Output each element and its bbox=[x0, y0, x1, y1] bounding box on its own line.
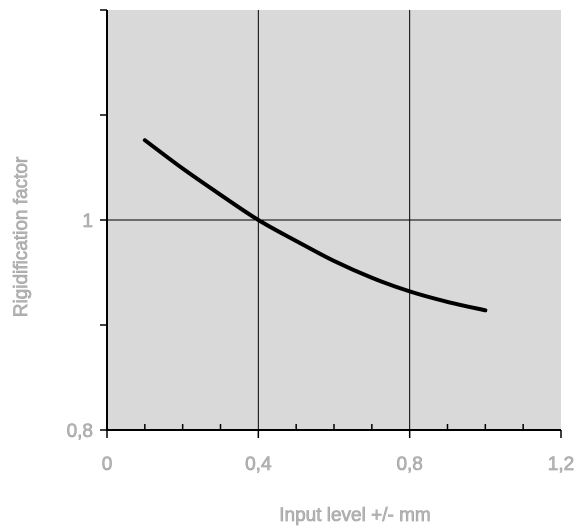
y-tick-label: 0,8 bbox=[67, 421, 93, 442]
tick-labels: 0 0,4 0,8 1,2 0,8 1 bbox=[66, 211, 574, 476]
axes bbox=[100, 9, 562, 438]
series-layer bbox=[142, 138, 488, 313]
x-tick-label: 0 bbox=[102, 454, 113, 475]
x-tick-label: 0,8 bbox=[396, 454, 422, 475]
x-tick-label: 0,4 bbox=[245, 454, 272, 475]
x-axis-label: Input level +/- mm bbox=[279, 505, 431, 526]
series-line bbox=[142, 138, 488, 313]
x-tick-label: 1,2 bbox=[548, 454, 574, 475]
y-axis-label: Rigidification factor bbox=[11, 156, 32, 317]
y-tick-label: 1 bbox=[82, 211, 93, 232]
